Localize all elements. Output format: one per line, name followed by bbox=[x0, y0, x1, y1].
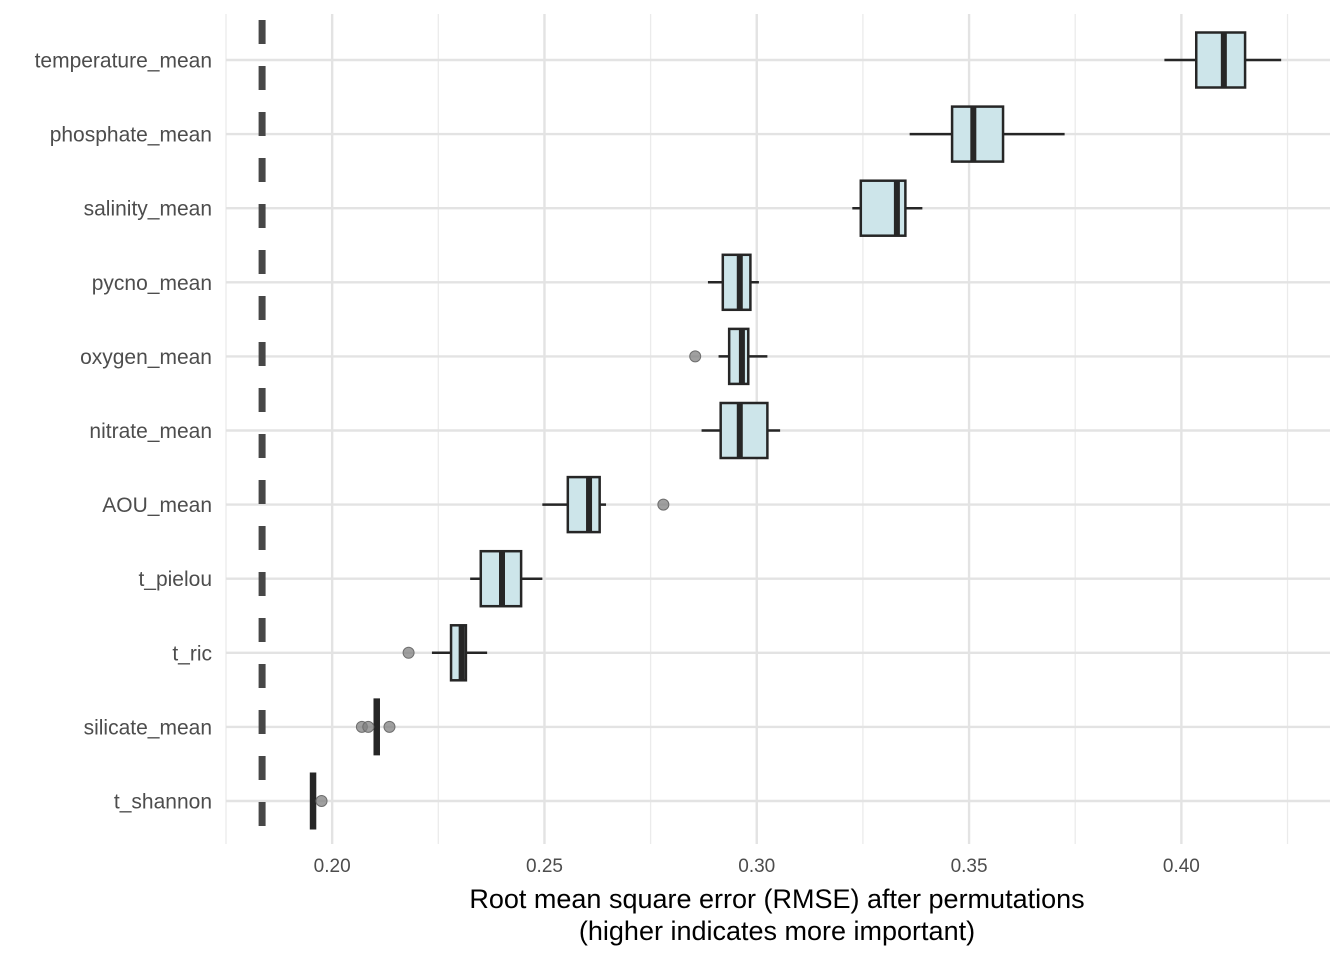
x-axis-title-line-2: (higher indicates more important) bbox=[579, 916, 975, 946]
y-label-phosphate_mean: phosphate_mean bbox=[50, 124, 212, 147]
y-label-temperature_mean: temperature_mean bbox=[35, 50, 212, 73]
y-label-t_pielou: t_pielou bbox=[138, 568, 212, 591]
outlier-point bbox=[383, 720, 396, 733]
x-tick-label: 0.35 bbox=[951, 856, 988, 877]
y-axis-labels: temperature_mean phosphate_mean salinity_m… bbox=[35, 50, 212, 814]
box-rect bbox=[566, 475, 601, 534]
x-tick-label: 0.30 bbox=[738, 856, 775, 877]
box-pycno_mean bbox=[707, 253, 759, 312]
box-oxygen_mean bbox=[689, 327, 768, 386]
box-AOU_mean bbox=[542, 475, 670, 534]
outlier-point bbox=[315, 795, 328, 807]
y-label-nitrate_mean: nitrate_mean bbox=[89, 420, 212, 443]
box-temperature_mean bbox=[1164, 31, 1282, 89]
box-rect bbox=[950, 105, 1005, 163]
boxes-layer bbox=[309, 31, 1282, 830]
y-label-salinity_mean: salinity_mean bbox=[84, 198, 212, 221]
x-tick-label: 0.20 bbox=[314, 856, 351, 877]
box-silicate_mean bbox=[355, 698, 396, 756]
box-salinity_mean bbox=[852, 179, 923, 237]
y-label-AOU_mean: AOU_mean bbox=[102, 494, 212, 517]
y-label-silicate_mean: silicate_mean bbox=[84, 716, 212, 739]
box-nitrate_mean bbox=[701, 401, 781, 460]
box-phosphate_mean bbox=[909, 105, 1065, 163]
grid-lines bbox=[225, 14, 1330, 844]
box-rect bbox=[727, 327, 750, 386]
outlier-point bbox=[362, 720, 375, 733]
x-axis-title-line-1: Root mean square error (RMSE) after perm… bbox=[469, 884, 1084, 914]
y-label-t_ric: t_ric bbox=[172, 642, 212, 665]
box-t_pielou bbox=[470, 549, 543, 608]
box-rect bbox=[1194, 31, 1247, 89]
x-tick-label: 0.25 bbox=[526, 856, 563, 877]
box-rect bbox=[719, 401, 769, 460]
x-tick-label: 0.40 bbox=[1163, 856, 1200, 877]
y-label-oxygen_mean: oxygen_mean bbox=[80, 346, 212, 369]
y-label-t_shannon: t_shannon bbox=[114, 791, 212, 814]
box-t_ric bbox=[402, 624, 488, 682]
box-t_shannon bbox=[309, 772, 328, 830]
outlier-point bbox=[657, 498, 670, 511]
outlier-point bbox=[402, 646, 415, 659]
x-axis-tick-labels: 0.20 0.25 0.30 0.35 0.40 bbox=[314, 856, 1200, 877]
box-rect bbox=[721, 253, 752, 312]
outlier-point bbox=[689, 350, 702, 363]
y-label-pycno_mean: pycno_mean bbox=[92, 272, 212, 295]
